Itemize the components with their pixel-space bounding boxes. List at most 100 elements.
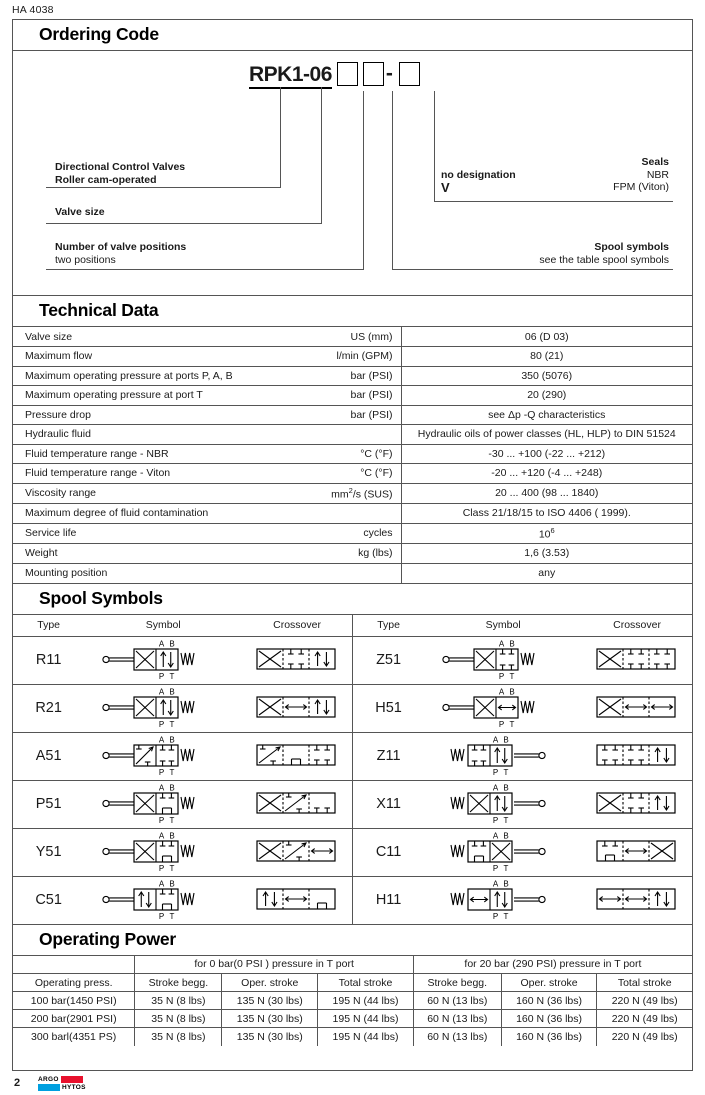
- tech-name-4: Pressure drop: [13, 405, 313, 425]
- tech-name-9: Maximum degree of fluid contamination: [13, 503, 313, 524]
- svg-text:B: B: [503, 783, 508, 792]
- spool-type-z11: Z11: [352, 732, 425, 781]
- op-col-header-2: Oper. stroke: [221, 973, 319, 992]
- tech-name-8: Viscosity range: [13, 483, 313, 504]
- spool-crossover-c51: [242, 876, 352, 924]
- seals-value-2: FPM (Viton): [613, 181, 669, 193]
- page-number: 2: [14, 1077, 21, 1089]
- svg-text:P: P: [493, 768, 498, 777]
- ordering-label-positions-line1: Number of valve positions: [55, 241, 187, 253]
- tech-unit-12: [313, 563, 402, 583]
- spool-row: C51 A B P T H11 A B P T: [13, 876, 692, 924]
- table-row: Maximum degree of fluid contamination Cl…: [13, 503, 692, 524]
- svg-text:P: P: [493, 864, 498, 873]
- leader-line-h-2: [46, 223, 322, 224]
- table-row: 300 barl(4351 PS) 35 N (8 lbs) 135 N (30…: [13, 1027, 692, 1046]
- leader-line-h-5: [392, 269, 673, 270]
- tech-unit-0: US (mm): [313, 327, 402, 347]
- svg-text:B: B: [170, 687, 175, 696]
- svg-text:T: T: [504, 816, 509, 825]
- svg-text:A: A: [159, 783, 165, 792]
- svg-text:A: A: [159, 735, 165, 744]
- svg-text:A: A: [499, 639, 505, 648]
- tech-unit-9: [313, 503, 402, 524]
- svg-text:T: T: [170, 672, 175, 681]
- op-cell-1-2: 135 N (30 lbs): [221, 1009, 319, 1028]
- spool-table-divider: [351, 876, 353, 924]
- argo-hytos-logo: ARGO HYTOS: [38, 1076, 96, 1091]
- svg-text:A: A: [159, 879, 165, 888]
- tech-value-8: 20 ... 400 (98 ... 1840): [401, 483, 692, 504]
- table-row: Hydraulic fluid Hydraulic oils of power …: [13, 424, 692, 445]
- svg-text:T: T: [170, 720, 175, 729]
- section-title-technical-data: Technical Data: [13, 296, 692, 327]
- document-code: HA 4038: [12, 4, 54, 16]
- op-cell-2-2: 135 N (30 lbs): [221, 1027, 319, 1046]
- spool-row: Y51 A B P T C11 A B P T: [13, 828, 692, 877]
- spool-row: A51 A B P T Z11 A B P T: [13, 732, 692, 781]
- svg-text:T: T: [170, 768, 175, 777]
- logo-block-red: [60, 1076, 83, 1083]
- leader-line-h-4: [434, 201, 673, 202]
- svg-text:T: T: [504, 768, 509, 777]
- op-group-zero-bar: for 0 bar(0 PSI ) pressure in T port: [134, 955, 414, 974]
- op-cell-1-6: 220 N (49 lbs): [596, 1009, 692, 1028]
- tech-value-1: 80 (21): [401, 346, 692, 367]
- spool-type-r21: R21: [13, 684, 85, 733]
- op-cell-2-6: 220 N (49 lbs): [596, 1027, 692, 1046]
- spool-table-divider: [351, 636, 353, 685]
- header-type-left: Type: [13, 614, 85, 637]
- op-cell-1-4: 60 N (13 lbs): [412, 1009, 502, 1028]
- technical-data-table-wrap: Valve size US (mm) 06 (D 03) Maximum flo…: [13, 327, 692, 584]
- svg-text:B: B: [509, 687, 514, 696]
- svg-text:T: T: [170, 816, 175, 825]
- tech-unit-11: kg (lbs): [313, 543, 402, 564]
- spool-crossover-c11: [582, 828, 692, 877]
- ordering-label-positions: Number of valve positions two positions: [55, 241, 186, 266]
- table-row: Pressure drop bar (PSI) see Δp -Q charac…: [13, 405, 692, 425]
- spool-type-z51: Z51: [352, 636, 425, 685]
- spool-symbols-table: Type Symbol Crossover Type Symbol Crosso…: [13, 614, 692, 924]
- tech-name-12: Mounting position: [25, 567, 108, 579]
- tech-unit-10: cycles: [313, 523, 402, 544]
- section-title-operating-power: Operating Power: [13, 925, 692, 956]
- spool-symbols-table-wrap: Type Symbol Crossover Type Symbol Crosso…: [13, 614, 692, 925]
- page-footer: 2 ARGO HYTOS: [12, 1075, 693, 1093]
- table-row: Valve size US (mm) 06 (D 03): [13, 327, 692, 347]
- svg-text:T: T: [504, 864, 509, 873]
- ordering-label-valve-size-line1: Valve size: [55, 206, 105, 218]
- op-cell-1-1: 35 N (8 lbs): [134, 1009, 223, 1028]
- svg-text:A: A: [159, 687, 165, 696]
- seals-option-list: no designation V: [441, 169, 516, 195]
- ordering-code-box-3[interactable]: [399, 62, 421, 86]
- ordering-code-box-2[interactable]: [362, 62, 384, 86]
- leader-line-v-1: [280, 87, 281, 187]
- op-cell-0-2: 135 N (30 lbs): [221, 991, 319, 1010]
- svg-text:B: B: [503, 735, 508, 744]
- svg-text:P: P: [159, 768, 164, 777]
- spool-symbols-note: Spool symbols see the table spool symbol…: [413, 241, 669, 266]
- spool-type-a51: A51: [13, 732, 85, 781]
- ordering-code-box-1[interactable]: [336, 62, 358, 86]
- ordering-code-string: RPK1-06 -: [249, 62, 421, 89]
- svg-text:A: A: [159, 831, 165, 840]
- seals-value-list: Seals NBR FPM (Viton): [453, 156, 669, 194]
- spool-row: R21 A B P T H51 A B P T: [13, 684, 692, 733]
- tech-value-5: Hydraulic oils of power classes (HL, HLP…: [401, 424, 692, 445]
- svg-text:P: P: [159, 672, 164, 681]
- tech-value-10: 106: [401, 523, 692, 544]
- tech-value-3: 20 (290): [401, 385, 692, 406]
- op-col-header-5: Oper. stroke: [500, 973, 598, 992]
- svg-text:A: A: [493, 879, 499, 888]
- spool-symbols-note-title: Spool symbols: [594, 241, 669, 253]
- svg-text:B: B: [170, 639, 175, 648]
- table-row: Maximum operating pressure at ports P, A…: [13, 366, 692, 386]
- op-col-header-row: Operating press. Stroke begg. Oper. stro…: [13, 973, 692, 992]
- svg-text:P: P: [159, 720, 164, 729]
